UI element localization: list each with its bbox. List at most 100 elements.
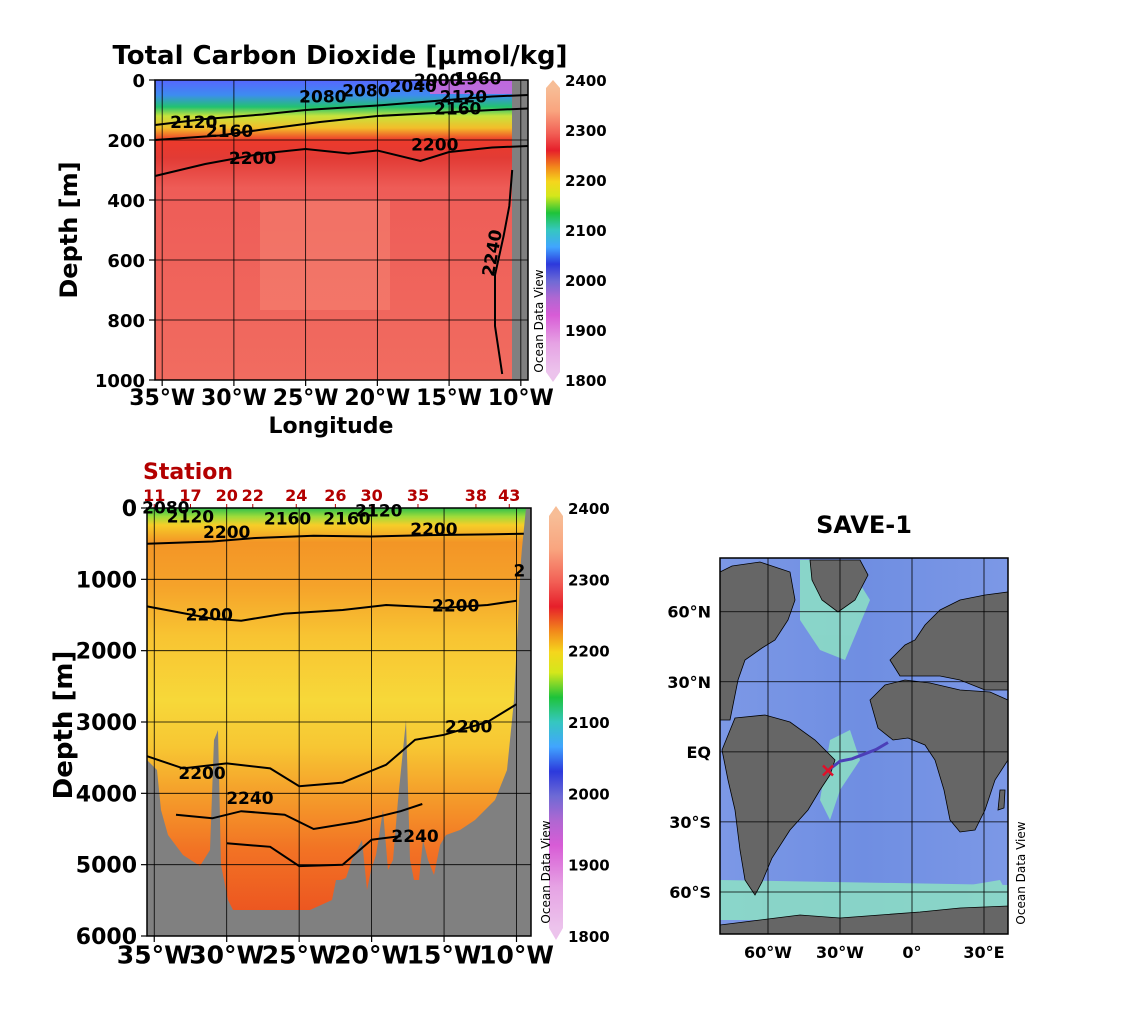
bottom-contour-2240-4 (226, 835, 401, 868)
top-x-tick-label-3: 20°W (344, 386, 410, 411)
station-24: 24 (285, 486, 307, 505)
map-start-cross-b (822, 764, 834, 777)
bottom-colorbar-cap-low (549, 928, 563, 940)
map-panel (719, 557, 1009, 935)
top-contour-2160-1 (154, 107, 529, 141)
top-y-axis: 0 200 400 600 800 1000 (95, 71, 155, 392)
bottom-contour-2200-2 (146, 703, 518, 788)
map-lon-label-3: 30°E (963, 943, 1004, 962)
bottom-contour-2200-1 (146, 599, 517, 622)
top-x-tick-label-1: 30°W (201, 386, 267, 411)
top-contour-2120-0 (154, 94, 529, 126)
top-contour-2240-3 (494, 169, 514, 375)
bottom-contour-label-10: 2200 (445, 718, 492, 738)
top-contour-label-10: 2200 (411, 136, 458, 156)
bottom-contour-label-9: 2200 (432, 596, 479, 616)
map-title: SAVE-1 (816, 511, 912, 539)
top-colorbar-cap-high (546, 80, 560, 88)
map-lat-label-0: 60°N (667, 603, 711, 622)
top-colorbar-tick-3: 2100 (565, 222, 607, 240)
station-11: 11 (143, 486, 165, 505)
top-colorbar: 2400 2300 2200 2100 2000 1900 1800 (546, 72, 607, 390)
bottom-contour-label-11: 2200 (178, 764, 225, 784)
bottom-colorbar-tick-5: 1900 (568, 857, 610, 875)
bottom-y-axis-label: Depth [m] (49, 651, 79, 800)
bottom-y-tick-label-1: 1000 (76, 568, 137, 593)
top-x-axis: 35°W 30°W 25°W 20°W 15°W 10°W (129, 380, 554, 411)
map-north-america (719, 561, 796, 721)
top-colorbar-tick-5: 1900 (565, 322, 607, 340)
top-x-axis-label: Longitude (269, 414, 394, 439)
map-lat-label-2: EQ (686, 743, 711, 762)
top-colorbar-tick-4: 2000 (565, 272, 607, 290)
bottom-y-tick-label-5: 5000 (76, 854, 137, 879)
top-contour-label-1: 2160 (206, 122, 253, 142)
station-20: 20 (216, 486, 238, 505)
bottom-contour-2240-3 (175, 803, 423, 831)
bottom-x-tick-label-1: 30°W (189, 941, 264, 970)
bottom-x-axis: 35°W30°W25°W20°W15°W10°W (117, 936, 554, 970)
top-x-tick-label-5: 10°W (488, 386, 554, 411)
bottom-x-tick-label-3: 20°W (334, 941, 409, 970)
top-contour-2200-2 (154, 145, 529, 177)
bottom-contour-label-13: 2240 (391, 827, 438, 847)
top-contour-label-0: 2120 (170, 113, 217, 133)
station-ticks: 11 17 20 22 24 26 30 35 38 43 (143, 486, 520, 510)
top-watermark: Ocean Data View (532, 269, 546, 372)
top-x-tick-label-2: 25°W (273, 386, 339, 411)
bottom-colorbar-tick-1: 2300 (568, 571, 610, 589)
map-madagascar (997, 789, 1006, 811)
bottom-contour-label-1: 2120 (167, 507, 214, 527)
top-contours (154, 94, 529, 375)
map-greenland (809, 559, 869, 613)
bottom-colorbar-tick-2: 2200 (568, 643, 610, 661)
bottom-y-tick-label-0: 0 (122, 497, 137, 522)
top-y-tick-label-2: 400 (107, 191, 145, 212)
map-lon-label-2: 0° (902, 943, 921, 962)
top-y-tick-label-0: 0 (132, 71, 145, 92)
map-cruise-start-marker (822, 764, 834, 777)
map-lon-label-0: 60°W (744, 943, 792, 962)
station-26: 26 (324, 486, 346, 505)
bottom-contour-label-7: 2 (513, 561, 525, 581)
bottom-contour-label-12: 2240 (226, 789, 273, 809)
top-contour-label-9: 2160 (434, 100, 481, 120)
bottom-y-axis: 0 1000 2000 3000 4000 5000 6000 (76, 497, 147, 950)
top-y-tick-label-3: 600 (107, 251, 145, 272)
bottom-contour-2200-0 (146, 532, 524, 545)
map-lat-label-4: 60°S (669, 883, 711, 902)
top-colorbar-strip (546, 88, 560, 372)
bottom-colorbar-tick-6: 1800 (568, 928, 610, 946)
bottom-contour-label-6: 2200 (410, 520, 457, 540)
top-colorbar-tick-1: 2300 (565, 122, 607, 140)
top-y-tick-label-4: 800 (107, 311, 145, 332)
station-38: 38 (465, 486, 487, 505)
top-bottom-land (512, 80, 528, 380)
top-colorbar-cap-low (546, 372, 560, 382)
bottom-colorbar: 2400 2300 2200 2100 2000 1900 1800 (549, 500, 610, 946)
bottom-x-tick-label-0: 35°W (117, 941, 192, 970)
map-south-america (721, 714, 836, 896)
top-colorbar-tick-6: 1800 (565, 372, 607, 390)
top-chart-title: Total Carbon Dioxide [µmol/kg] (112, 41, 567, 71)
map-frame (719, 557, 1009, 935)
top-colorbar-tick-2: 2200 (565, 172, 607, 190)
bottom-contours (146, 532, 524, 868)
bottom-contour-label-4: 2160 (323, 509, 370, 529)
bottom-colorbar-tick-4: 2000 (568, 785, 610, 803)
station-35: 35 (407, 486, 429, 505)
station-17: 17 (179, 486, 201, 505)
map-lon-label-1: 30°W (816, 943, 864, 962)
top-contour-label-6: 2000 (414, 71, 461, 91)
top-colorbar-ticks: 2400 2300 2200 2100 2000 1900 1800 (565, 72, 607, 390)
top-contour-label-2: 2200 (229, 149, 276, 169)
map-watermark: Ocean Data View (1014, 821, 1028, 924)
bottom-y-tick-label-2: 2000 (76, 640, 137, 665)
bottom-contour-label-8: 2200 (186, 606, 233, 626)
top-contour-label-3: 2080 (299, 88, 346, 108)
bottom-bathymetry (147, 508, 531, 936)
